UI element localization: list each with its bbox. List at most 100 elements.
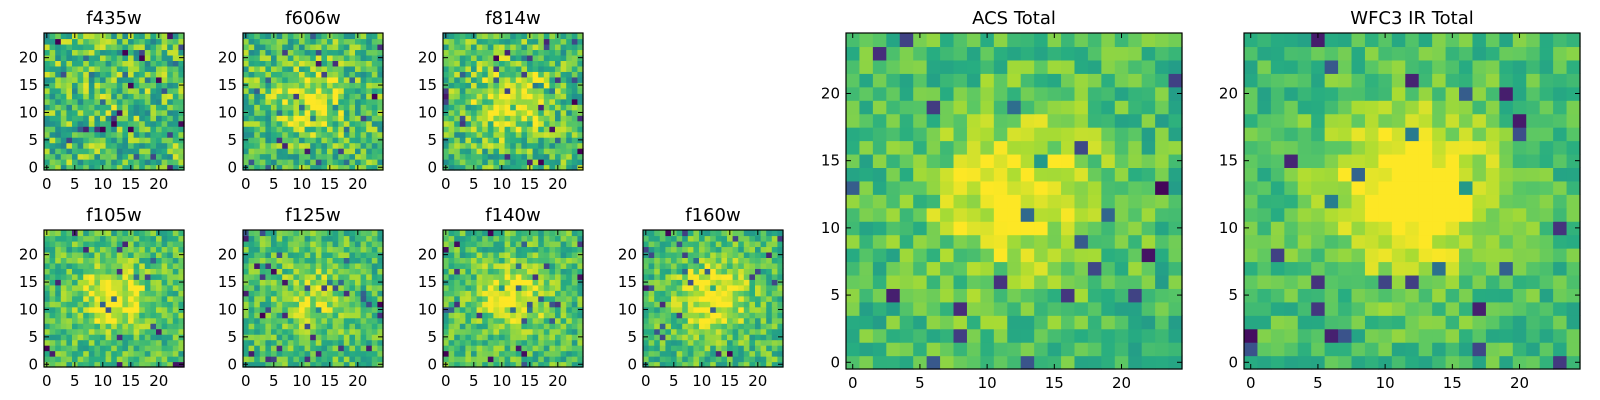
heatmap-cell [521,361,528,368]
heatmap-cell [282,104,289,111]
heatmap-cell [538,38,545,45]
heatmap-cell [1168,315,1183,330]
heatmap-cell [111,159,118,166]
heatmap-cell [471,87,478,94]
heatmap-cell [66,65,73,72]
heatmap-cell [271,38,278,45]
heatmap-cell [122,339,129,346]
heatmap-cell [721,350,728,357]
heatmap-cell [654,268,661,275]
heatmap-cell [366,109,373,116]
heatmap-cell [648,235,655,242]
heatmap-cell [72,295,79,302]
heatmap-cell [543,323,550,330]
heatmap-cell [77,131,84,138]
heatmap-cell [293,240,300,248]
heatmap-cell [577,87,584,94]
heatmap-cell [338,284,345,291]
heatmap-cell [371,65,378,72]
heatmap-cell [243,60,250,67]
heatmap-cell [88,328,95,335]
heatmap-cell [682,317,689,324]
heatmap-cell [293,339,300,346]
heatmap-cell [1101,301,1116,316]
heatmap-cell [343,301,350,308]
heatmap-cell [715,345,722,352]
heatmap-cell [315,87,322,94]
heatmap-cell [276,109,283,116]
heatmap-cell [310,240,317,248]
heatmap-cell [299,279,306,286]
heatmap-cell [538,284,545,291]
heatmap-cell [940,315,955,330]
heatmap-cell [555,71,562,78]
heatmap-cell [72,159,79,166]
heatmap-cell [355,126,362,133]
heatmap-cell [299,82,306,89]
heatmap-cell [293,148,300,155]
heatmap-cell [543,251,550,258]
heatmap-cell [476,60,483,67]
heatmap-cell [327,93,334,100]
heatmap-cell [577,235,584,242]
heatmap-cell [310,153,317,160]
heatmap-cell [360,356,367,363]
heatmap-cell [178,262,185,269]
heatmap-cell [749,361,756,368]
heatmap-cell [1128,301,1143,316]
heatmap-cell [771,230,778,237]
heatmap-cell [360,339,367,346]
heatmap-cell [122,268,129,275]
heatmap-cell [156,142,163,149]
heatmap-cell [510,251,517,258]
heatmap-cell [265,65,272,72]
heatmap-cell [144,345,151,352]
heatmap-cell [77,109,84,116]
heatmap-cell [643,240,650,248]
heatmap-cell [1007,288,1022,303]
heatmap-cell [676,257,683,264]
heatmap-cell [293,109,300,116]
heatmap-cell [371,361,378,368]
heatmap-cell [161,257,168,264]
heatmap-cell [248,230,255,237]
heatmap-cell [577,104,584,111]
heatmap-cell [287,323,294,330]
heatmap-cell [543,230,550,237]
heatmap-cell [493,251,500,258]
heatmap-cell [527,104,534,111]
heatmap-cell [287,98,294,105]
heatmap-cell [1020,355,1035,370]
heatmap-cell [476,312,483,319]
heatmap-cell [555,268,562,275]
heatmap-cell [128,235,135,242]
heatmap-cell [282,279,289,286]
heatmap-cell [482,230,489,237]
heatmap-cell [710,339,717,346]
heatmap-cell [760,334,767,341]
heatmap-cell [299,65,306,72]
heatmap-cell [913,248,928,263]
heatmap-cell [527,148,534,155]
heatmap-cell [482,235,489,242]
heatmap-cell [360,137,367,144]
heatmap-cell [715,251,722,258]
heatmap-cell [371,230,378,237]
heatmap-cell [167,295,174,302]
heatmap-cell [560,306,567,313]
heatmap-cell [276,312,283,319]
heatmap-cell [371,350,378,357]
heatmap-cell [111,235,118,242]
heatmap-cell [687,273,694,280]
heatmap-cell [116,328,123,335]
heatmap-cell [966,274,981,289]
heatmap-cell [276,65,283,72]
heatmap-cell [443,153,450,160]
heatmap-cell [571,356,578,363]
heatmap-cell [304,120,311,127]
heatmap-cell [1061,180,1076,195]
heatmap-cell [332,295,339,302]
heatmap-cell [886,194,901,209]
heatmap-cell [749,356,756,363]
heatmap-cell [315,120,322,127]
